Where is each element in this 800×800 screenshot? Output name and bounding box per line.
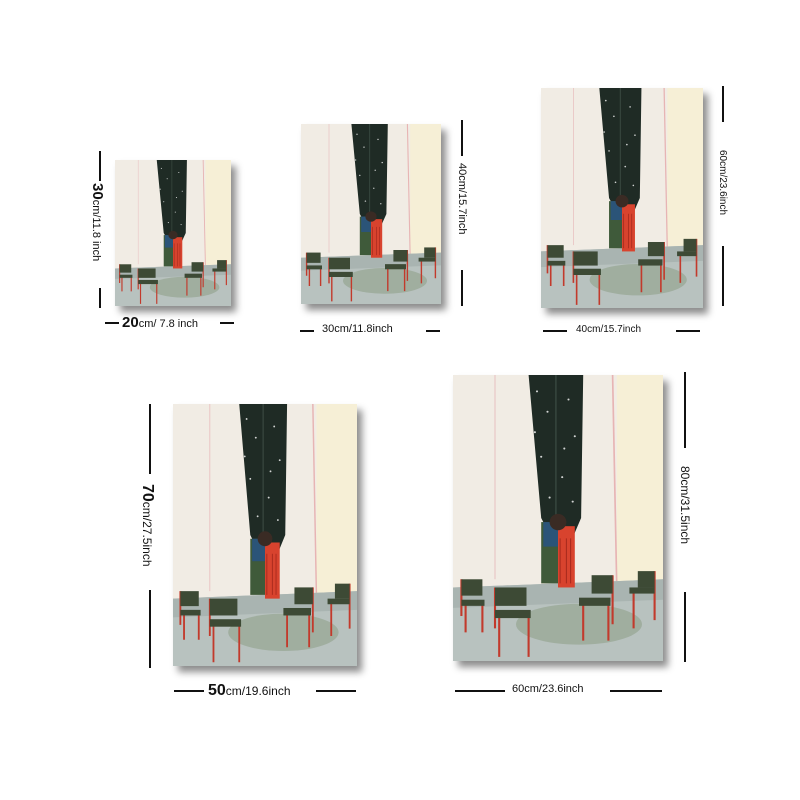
height-dimension-line (461, 270, 463, 306)
width-dimension-line (676, 330, 700, 332)
width-label: 60cm/23.6inch (512, 683, 584, 695)
artwork-image (173, 404, 357, 666)
height-label: 40cm/15.7inch (456, 163, 468, 235)
height-label: 80cm/31.5inch (678, 466, 692, 545)
width-dimension-line (105, 322, 119, 324)
height-dimension-line (99, 151, 101, 181)
width-label: 30cm/11.8inch (322, 323, 393, 335)
width-dimension-line (174, 690, 204, 692)
width-label: 50cm/19.6inch (208, 682, 291, 699)
width-label: 40cm/15.7inch (576, 324, 642, 335)
width-dimension-line (220, 322, 234, 324)
width-dimension-line (300, 330, 314, 332)
height-label: 30cm/11.8 inch (89, 183, 106, 262)
artwork-image (115, 160, 231, 306)
artwork-image (301, 124, 441, 304)
height-dimension-line (722, 246, 724, 306)
artwork-image (453, 375, 663, 661)
height-label: 60cm/23.6inch (717, 150, 728, 216)
artwork-frame-medium-small (301, 124, 441, 304)
height-dimension-line (149, 404, 151, 474)
width-dimension-line (316, 690, 356, 692)
height-dimension-line (684, 592, 686, 662)
width-label: 20cm/ 7.8 inch (122, 314, 198, 331)
artwork-frame-small (115, 160, 231, 306)
width-dimension-line (543, 330, 567, 332)
artwork-frame-medium (541, 88, 703, 308)
artwork-frame-extra-large (453, 375, 663, 661)
width-dimension-line (610, 690, 662, 692)
width-dimension-line (426, 330, 440, 332)
height-dimension-line (149, 590, 151, 668)
height-label: 70cm/27.5inch (139, 484, 156, 567)
height-dimension-line (99, 288, 101, 308)
height-dimension-line (684, 372, 686, 448)
height-dimension-line (722, 86, 724, 122)
height-dimension-line (461, 120, 463, 156)
width-dimension-line (455, 690, 505, 692)
artwork-image (541, 88, 703, 308)
artwork-frame-large (173, 404, 357, 666)
